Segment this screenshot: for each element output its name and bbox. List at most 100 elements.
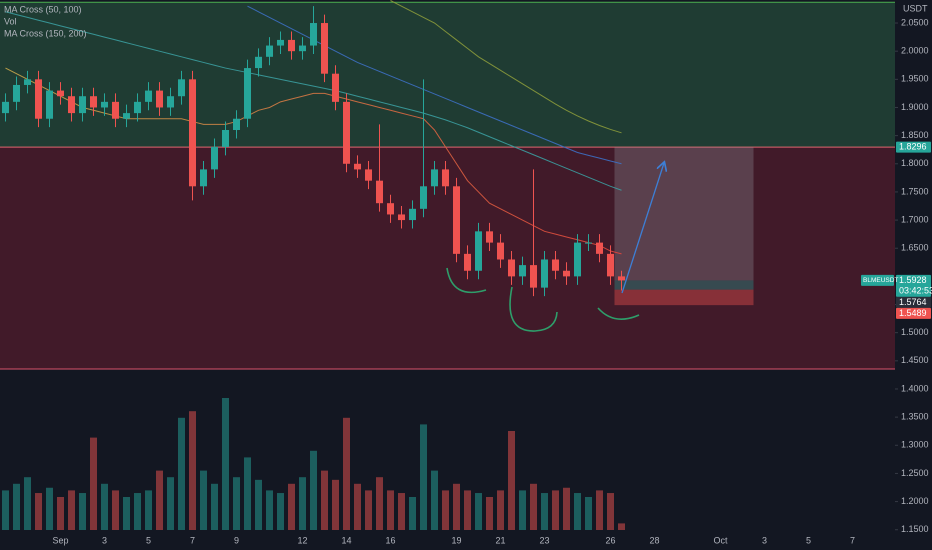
ma-line xyxy=(247,5,622,165)
y-tick-label: 1.9500 xyxy=(901,74,929,84)
y-tick-label: 1.7500 xyxy=(901,186,929,196)
symbol-tag xyxy=(861,274,894,286)
volume-bar xyxy=(343,417,350,530)
price-tag xyxy=(896,141,931,153)
y-tick-label: 1.9000 xyxy=(901,102,929,112)
candle-body xyxy=(398,214,405,221)
y-tick-label: 1.4000 xyxy=(901,383,929,393)
volume-bar xyxy=(563,487,570,530)
candle-body xyxy=(178,79,185,97)
symbol-label: BLMEUSDT xyxy=(863,277,898,284)
y-tick-label: 1.7000 xyxy=(901,214,929,224)
candle-body xyxy=(101,101,108,108)
candle-body xyxy=(35,79,42,119)
candle-body xyxy=(134,101,141,114)
volume-bar xyxy=(112,490,119,530)
countdown: 03:42:53 xyxy=(899,285,932,295)
candle-body xyxy=(409,208,416,221)
candle-body xyxy=(530,265,537,288)
volume-bar xyxy=(486,497,493,530)
candle-body xyxy=(387,203,394,215)
price-tag xyxy=(896,296,931,308)
volume-bar xyxy=(365,490,372,530)
x-tick-label: Oct xyxy=(713,535,728,545)
ma-line xyxy=(5,67,622,255)
volume-bar xyxy=(431,470,438,530)
legend-item: MA Cross (50, 100) xyxy=(4,4,82,14)
y-tick-label: 1.3000 xyxy=(901,440,929,450)
y-unit: USDT xyxy=(903,3,928,13)
candle-body xyxy=(376,180,383,204)
candle-body xyxy=(79,96,86,114)
volume-bar xyxy=(68,490,75,530)
volume-bar xyxy=(277,493,284,530)
candle-body xyxy=(563,270,570,277)
candle-body xyxy=(310,23,317,46)
candle-body xyxy=(464,253,471,271)
volume-bar xyxy=(409,497,416,530)
candle-body xyxy=(57,90,64,97)
y-tick-label: 1.1500 xyxy=(901,524,929,534)
x-tick-label: 14 xyxy=(341,535,351,545)
volume-bar xyxy=(585,497,592,530)
volume-bar xyxy=(233,477,240,530)
volume-bar xyxy=(57,497,64,530)
price-tag xyxy=(896,274,931,297)
volume-bar xyxy=(156,470,163,530)
candle-body xyxy=(453,186,460,254)
legend-item: Vol xyxy=(4,16,17,26)
volume-bar xyxy=(244,457,251,530)
price-tag-label: 1.5764 xyxy=(899,297,927,307)
x-tick-label: 26 xyxy=(605,535,615,545)
candle-body xyxy=(607,253,614,277)
hand-curve xyxy=(509,286,558,332)
position-box xyxy=(614,147,754,306)
candle-body xyxy=(365,169,372,181)
candle-body xyxy=(189,79,196,187)
candle-body xyxy=(431,169,438,187)
volume-bar xyxy=(167,477,174,530)
candle-body xyxy=(321,23,328,74)
volume-bar xyxy=(211,483,218,530)
volume-bar xyxy=(90,437,97,530)
candle-body xyxy=(277,39,284,46)
candle-body xyxy=(596,242,603,254)
volume-bar xyxy=(530,483,537,530)
zone xyxy=(0,2,895,148)
volume-bar xyxy=(123,497,130,530)
x-tick-label: 19 xyxy=(451,535,461,545)
volume-bar xyxy=(299,477,306,530)
volume-bar xyxy=(420,424,427,530)
hand-curve xyxy=(597,307,640,320)
time-axis xyxy=(0,532,932,550)
price-tag-label: 1.5489 xyxy=(899,308,927,318)
price-tag-label: 1.5928 xyxy=(899,275,927,285)
y-tick-label: 2.0000 xyxy=(901,46,929,56)
drawings xyxy=(446,163,664,332)
candle-body xyxy=(46,90,53,119)
y-tick-label: 1.2500 xyxy=(901,468,929,478)
volume-bar xyxy=(288,483,295,530)
candle-body xyxy=(508,259,515,277)
arrow xyxy=(621,163,664,294)
y-tick-label: 1.4500 xyxy=(901,355,929,365)
candle-body xyxy=(200,169,207,187)
volume-bar xyxy=(453,483,460,530)
legend-item: MA Cross (150, 200) xyxy=(4,28,87,38)
candle-body xyxy=(255,56,262,69)
candle-body xyxy=(354,163,361,170)
volume-bar xyxy=(13,483,20,530)
moving-averages xyxy=(5,0,622,255)
candle-body xyxy=(156,90,163,108)
candle-body xyxy=(475,231,482,271)
volume-bar xyxy=(596,490,603,530)
volume-bar xyxy=(79,493,86,530)
candle-body xyxy=(233,118,240,130)
volume-bar xyxy=(387,490,394,530)
x-tick-label: 5 xyxy=(146,535,151,545)
volume-bar xyxy=(574,493,581,530)
candle-body xyxy=(442,169,449,187)
